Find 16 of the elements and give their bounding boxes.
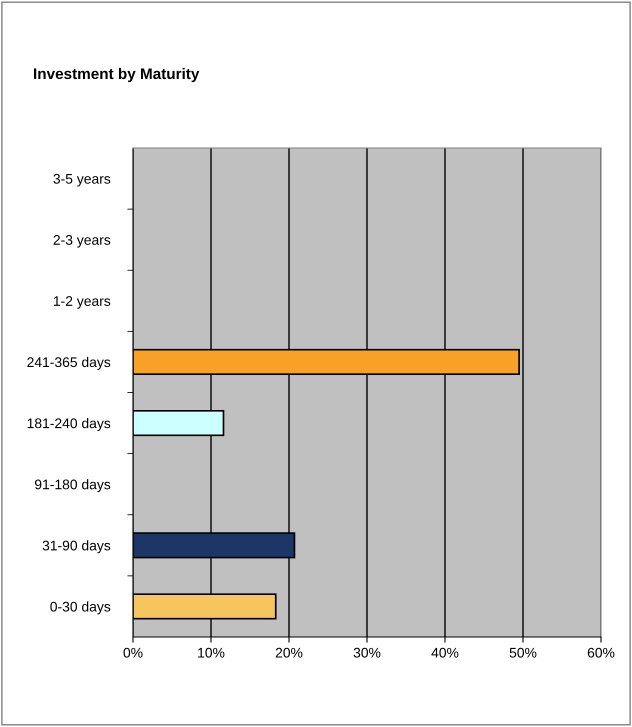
x-tick-label: 50% — [510, 648, 536, 658]
y-tick-label: 31-90 days — [42, 540, 110, 554]
y-tick-label: 91-180 days — [34, 479, 110, 492]
x-tick-label: 20% — [276, 648, 302, 658]
y-tick-label: 241-365 days — [27, 356, 110, 370]
x-tick-label: 10% — [198, 648, 224, 658]
y-tick-label: 181-240 days — [28, 418, 110, 431]
x-tick-label: 60% — [588, 648, 614, 658]
chart-title: Investment by Maturity — [34, 68, 200, 82]
x-tick-label: 40% — [431, 648, 458, 658]
x-tick-label: 0% — [124, 648, 143, 658]
x-tick-label: 30% — [354, 648, 380, 658]
y-tick-label: 0-30 days — [50, 601, 110, 614]
y-tick-label: 2-3 years — [54, 235, 110, 248]
y-tick-label: 1-2 years — [54, 296, 110, 309]
y-tick-label: 3-5 years — [53, 174, 110, 186]
